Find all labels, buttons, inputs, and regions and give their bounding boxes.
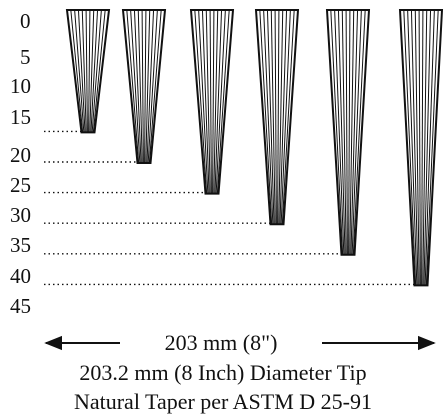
pole-outline [325, 9, 371, 256]
pole-hatch [263, 9, 274, 225]
caption-line-2: Natural Taper per ASTM D 25-91 [74, 389, 372, 414]
pole-hatch [266, 9, 275, 225]
pole-hatch [144, 9, 147, 164]
dimension-line: 203 mm (8") [44, 330, 436, 355]
pole-hatch [216, 9, 230, 194]
pole-taper [254, 9, 300, 226]
pole-hatch [77, 9, 86, 133]
pole-hatch [274, 9, 277, 225]
pole-hatch [91, 9, 102, 133]
pole-hatch [279, 9, 288, 225]
pole-taper [325, 9, 371, 256]
pole-hatch [147, 9, 158, 164]
pole-hatch [92, 9, 106, 133]
pole-hatch [209, 9, 212, 194]
scale-label: 20 [10, 143, 31, 167]
pole-hatch [280, 9, 291, 225]
pole-hatch [214, 9, 223, 194]
pole-hatch [350, 9, 359, 255]
pole-hatch [137, 9, 143, 164]
scale-label: 45 [10, 294, 31, 318]
pole-hatch [341, 9, 347, 255]
pole-hatch [352, 9, 366, 255]
pole-hatch [425, 9, 439, 286]
pole-hatch [259, 9, 273, 225]
pole-hatch [148, 9, 162, 164]
pole-hatch [145, 9, 151, 164]
pole-hatch [213, 9, 219, 194]
scale-label: 25 [10, 173, 31, 197]
pole-hatch [422, 9, 428, 286]
pole-hatch [424, 9, 435, 286]
length-scale: 0 5 10 15 20 25 30 35 40 45 [10, 9, 31, 318]
pole-hatch [418, 9, 421, 286]
pole-hatch [141, 9, 144, 164]
pole-hatch [88, 9, 91, 133]
pole-hatch [349, 9, 355, 255]
pole-hatch [423, 9, 432, 286]
pole-hatch [278, 9, 284, 225]
pole-hatch [215, 9, 226, 194]
pole-hatch [345, 9, 348, 255]
pole-taper [189, 9, 235, 195]
pole-hatch [130, 9, 141, 164]
pole-hatch [133, 9, 142, 164]
pole-tapers [65, 9, 444, 287]
pole-hatch [81, 9, 87, 133]
pole-hatch [90, 9, 99, 133]
pole-hatch [198, 9, 209, 194]
pole-outline [398, 9, 444, 287]
dimension-label: 203 mm (8") [165, 330, 278, 355]
pole-hatch [270, 9, 276, 225]
pole-hatch [70, 9, 84, 133]
pole-hatch [281, 9, 295, 225]
pole-hatch [334, 9, 345, 255]
pole-hatch [201, 9, 210, 194]
pole-taper [398, 9, 444, 287]
pole-hatch [74, 9, 85, 133]
pole-hatch [348, 9, 351, 255]
pole-hatch [337, 9, 346, 255]
pole-hatch [421, 9, 424, 286]
pole-hatch [126, 9, 140, 164]
pole-outline [65, 9, 111, 134]
pole-hatch [277, 9, 280, 225]
pole-outline [189, 9, 235, 195]
scale-label: 0 [20, 9, 31, 33]
pole-hatch [410, 9, 419, 286]
scale-label: 30 [10, 203, 31, 227]
pole-taper [65, 9, 111, 134]
pole-hatch [351, 9, 362, 255]
pole-hatch [330, 9, 344, 255]
scale-label: 5 [20, 45, 31, 69]
pole-hatch [89, 9, 95, 133]
pole-hatch [403, 9, 417, 286]
pole-hatch [407, 9, 418, 286]
pole-hatch [85, 9, 88, 133]
scale-label: 40 [10, 264, 31, 288]
pole-hatch [212, 9, 215, 194]
scale-label: 10 [10, 74, 31, 98]
pole-taper [121, 9, 167, 164]
scale-label: 35 [10, 233, 31, 257]
leader-lines [44, 130, 415, 286]
caption-line-1: 203.2 mm (8 Inch) Diameter Tip [79, 360, 366, 385]
pole-hatch [194, 9, 208, 194]
pole-hatch [205, 9, 211, 194]
pole-outline [121, 9, 167, 164]
scale-label: 15 [10, 105, 31, 129]
pole-hatch [414, 9, 420, 286]
pole-outline [254, 9, 300, 226]
pole-hatch [146, 9, 155, 164]
